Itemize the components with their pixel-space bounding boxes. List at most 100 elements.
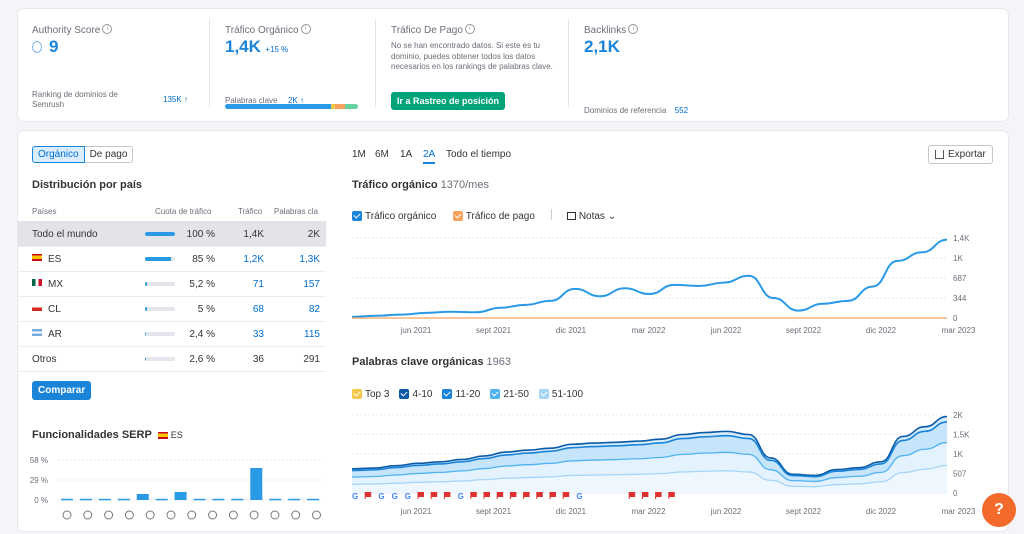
col-traffic[interactable]: Tráfico bbox=[238, 207, 263, 216]
serp-bar[interactable] bbox=[61, 498, 73, 501]
google-update-icon[interactable]: G bbox=[405, 492, 411, 501]
paid-toggle[interactable]: De pago bbox=[84, 146, 134, 163]
flag-marker-icon[interactable] bbox=[642, 492, 649, 497]
keyword-line-0[interactable] bbox=[351, 415, 948, 477]
position-tracking-button[interactable]: Ir a Rastreo de posición bbox=[391, 92, 506, 110]
legend-paid[interactable]: Tráfico de pago bbox=[452, 211, 535, 222]
traffic-value[interactable]: 68 bbox=[252, 304, 264, 315]
badge-icon[interactable] bbox=[228, 510, 238, 520]
info-icon[interactable]: i bbox=[102, 23, 113, 34]
keyword-line-2[interactable] bbox=[351, 441, 948, 483]
flag-marker-icon[interactable] bbox=[523, 492, 530, 497]
flag-marker-icon[interactable] bbox=[536, 492, 543, 497]
flag-marker-icon[interactable] bbox=[470, 492, 477, 497]
google-update-icon[interactable]: G bbox=[392, 492, 398, 501]
rank-value[interactable]: 135K ↑ bbox=[163, 95, 188, 104]
link-icon[interactable] bbox=[145, 510, 155, 520]
flag-marker-icon[interactable] bbox=[365, 492, 372, 497]
comment-icon[interactable] bbox=[291, 510, 301, 520]
notes-dropdown[interactable]: Notas ⌄ bbox=[566, 211, 616, 222]
flag-marker-icon[interactable] bbox=[550, 492, 556, 497]
serp-bar[interactable] bbox=[98, 498, 111, 501]
time-tab-2a[interactable]: 2A bbox=[423, 149, 436, 164]
serp-bar[interactable] bbox=[155, 498, 168, 501]
info-icon[interactable]: i bbox=[628, 23, 639, 34]
google-update-icon[interactable]: G bbox=[378, 492, 384, 501]
traffic-value[interactable]: 1,2K bbox=[243, 254, 264, 265]
flag-marker-icon[interactable] bbox=[418, 492, 424, 497]
video-icon[interactable] bbox=[208, 510, 218, 520]
flag-marker-icon[interactable] bbox=[668, 492, 675, 497]
flag-marker-icon[interactable] bbox=[563, 492, 570, 497]
star-icon[interactable] bbox=[166, 510, 176, 520]
google-update-icon[interactable]: G bbox=[576, 492, 582, 501]
table-row[interactable]: AR 2,4 % 33 115 bbox=[18, 322, 326, 347]
table-row[interactable]: Todo el mundo 100 % 1,4K 2K bbox=[18, 222, 326, 247]
serp-bar[interactable] bbox=[288, 498, 301, 501]
traffic-value[interactable]: 71 bbox=[252, 279, 264, 290]
legend-organic[interactable]: Tráfico orgánico bbox=[352, 211, 436, 222]
legend-11-20[interactable]: 11-20 bbox=[442, 389, 480, 400]
time-tab-todo-el-tiempo[interactable]: Todo el tiempo bbox=[446, 149, 512, 160]
pin-icon[interactable] bbox=[83, 510, 93, 520]
serp-bar[interactable] bbox=[174, 492, 187, 500]
flag-marker-icon[interactable] bbox=[444, 492, 451, 497]
keyword-line-3[interactable] bbox=[351, 464, 948, 488]
organic-toggle[interactable]: Orgánico bbox=[32, 146, 85, 163]
table-row[interactable]: ES 85 % 1,2K 1,3K bbox=[18, 247, 326, 272]
flag-marker-icon[interactable] bbox=[510, 492, 517, 497]
time-tab-1a[interactable]: 1A bbox=[400, 149, 413, 160]
help-button[interactable]: ? bbox=[982, 493, 1016, 527]
flag-marker-icon[interactable] bbox=[484, 492, 490, 497]
col-country[interactable]: Países bbox=[32, 207, 57, 216]
serp-bar[interactable] bbox=[250, 468, 263, 500]
serp-bar[interactable] bbox=[307, 498, 320, 501]
serp-bar[interactable] bbox=[212, 498, 225, 501]
serp-bar[interactable] bbox=[269, 498, 282, 501]
keywords-value[interactable]: 82 bbox=[308, 304, 320, 315]
copy-icon[interactable] bbox=[104, 510, 114, 520]
organic-traffic-line[interactable] bbox=[351, 238, 948, 318]
help-icon[interactable] bbox=[312, 510, 322, 520]
legend-top-3[interactable]: Top 3 bbox=[352, 389, 389, 400]
flag-marker-icon[interactable] bbox=[655, 492, 662, 497]
serp-bar[interactable] bbox=[231, 498, 244, 501]
legend-21-50[interactable]: 21-50 bbox=[490, 389, 529, 400]
legend-4-10[interactable]: 4-10 bbox=[399, 389, 432, 400]
backlinks-value[interactable]: 2,1K bbox=[584, 37, 620, 56]
time-tab-1m[interactable]: 1M bbox=[352, 149, 366, 160]
info-icon[interactable]: i bbox=[464, 23, 475, 34]
organic-value[interactable]: 1,4K +15 % bbox=[225, 37, 289, 56]
flag-marker-icon[interactable] bbox=[431, 492, 438, 497]
keywords-value[interactable]: 115 bbox=[304, 329, 320, 340]
traffic-value[interactable]: 33 bbox=[252, 329, 264, 340]
play-icon[interactable] bbox=[187, 510, 197, 520]
table-row[interactable]: CL 5 % 68 82 bbox=[18, 297, 326, 322]
compare-button[interactable]: Comparar bbox=[32, 381, 92, 400]
graduation-icon[interactable] bbox=[62, 510, 72, 520]
serp-bar[interactable] bbox=[79, 498, 92, 501]
col-share[interactable]: Cuota de tráfico bbox=[155, 207, 212, 216]
keywords-value[interactable]: 1,3K bbox=[299, 254, 320, 265]
list-icon[interactable] bbox=[270, 510, 280, 520]
serp-bar[interactable] bbox=[193, 498, 206, 501]
flag-marker-icon[interactable] bbox=[497, 492, 504, 497]
table-row[interactable]: Otros 2,6 % 36 291 bbox=[18, 347, 326, 372]
serp-bar[interactable] bbox=[117, 498, 130, 501]
keywords-value[interactable]: 2K ↑ bbox=[287, 96, 304, 105]
legend-51-100[interactable]: 51-100 bbox=[538, 389, 583, 400]
flag-marker-icon[interactable] bbox=[629, 492, 636, 497]
google-update-icon[interactable]: G bbox=[352, 492, 358, 501]
export-button[interactable]: Exportar bbox=[928, 145, 993, 164]
time-tab-6m[interactable]: 6M bbox=[375, 149, 389, 160]
info-icon[interactable]: i bbox=[300, 23, 311, 34]
image-icon[interactable] bbox=[249, 510, 259, 520]
referring-domains-value[interactable]: 552 bbox=[674, 106, 689, 115]
col-keywords[interactable]: Palabras cla bbox=[274, 207, 319, 216]
keywords-value[interactable]: 157 bbox=[303, 279, 320, 290]
serp-bar[interactable] bbox=[136, 494, 149, 500]
google-update-icon[interactable]: G bbox=[458, 492, 464, 501]
table-row[interactable]: MX 5,2 % 71 157 bbox=[18, 272, 326, 297]
keyword-line-1[interactable] bbox=[351, 421, 948, 478]
image-check-icon[interactable] bbox=[124, 510, 134, 520]
